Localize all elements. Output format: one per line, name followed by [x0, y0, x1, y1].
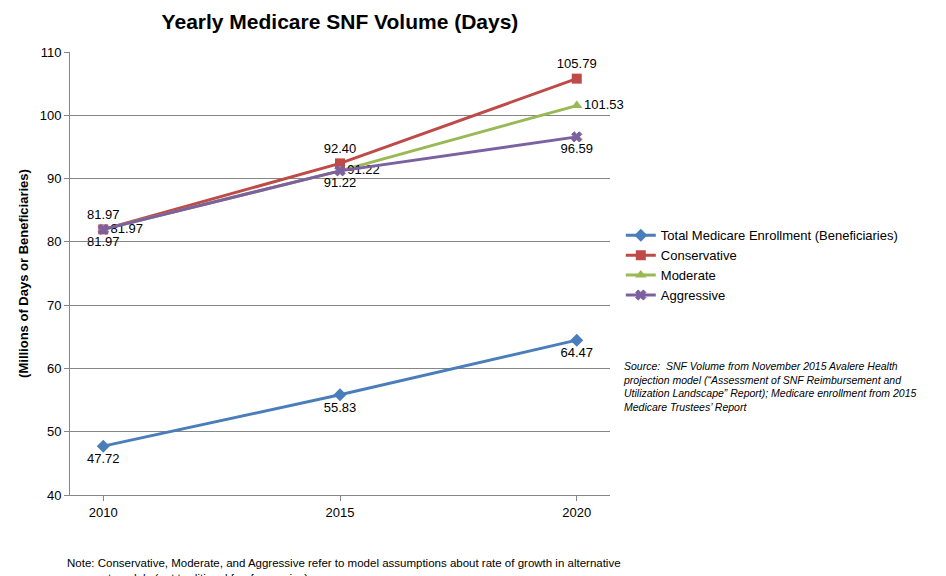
svg-text:92.40: 92.40	[324, 141, 357, 156]
svg-text:Moderate: Moderate	[661, 268, 716, 283]
svg-text:Conservative: Conservative	[661, 248, 737, 263]
svg-text:101.53: 101.53	[584, 97, 624, 112]
svg-text:91.22: 91.22	[324, 175, 357, 190]
svg-text:96.59: 96.59	[560, 141, 593, 156]
svg-text:81.97: 81.97	[87, 207, 120, 222]
svg-text:40: 40	[47, 488, 61, 503]
svg-text:Total Medicare Enrollment (Ben: Total Medicare Enrollment (Beneficiaries…	[661, 228, 898, 243]
svg-text:2015: 2015	[326, 505, 355, 520]
svg-text:80: 80	[47, 234, 61, 249]
svg-text:70: 70	[47, 298, 61, 313]
svg-text:90: 90	[47, 171, 61, 186]
svg-text:91.22: 91.22	[347, 162, 380, 177]
svg-text:110: 110	[41, 45, 62, 60]
svg-text:50: 50	[47, 424, 61, 439]
svg-text:47.72: 47.72	[87, 451, 120, 466]
svg-text:Yearly Medicare SNF Volume (Da: Yearly Medicare SNF Volume (Days)	[162, 10, 519, 33]
svg-text:Source: SNF Volume from Novem: Source: SNF Volume from November 2015 Av…	[623, 360, 917, 413]
svg-text:(Millions of Days or Beneficia: (Millions of Days or Beneficiaries)	[16, 169, 31, 378]
svg-text:Aggressive: Aggressive	[661, 288, 725, 303]
svg-text:2010: 2010	[89, 505, 118, 520]
svg-text:55.83: 55.83	[324, 400, 357, 415]
svg-text:60: 60	[47, 361, 61, 376]
svg-text:105.79: 105.79	[557, 56, 597, 71]
svg-text:Note: Conservative, Moderate,: Note: Conservative, Moderate, and Aggres…	[67, 557, 621, 576]
svg-text:2020: 2020	[562, 505, 591, 520]
svg-text:64.47: 64.47	[560, 345, 593, 360]
svg-text:81.97: 81.97	[111, 221, 144, 236]
svg-text:81.97: 81.97	[87, 234, 120, 249]
svg-text:100: 100	[40, 108, 62, 123]
